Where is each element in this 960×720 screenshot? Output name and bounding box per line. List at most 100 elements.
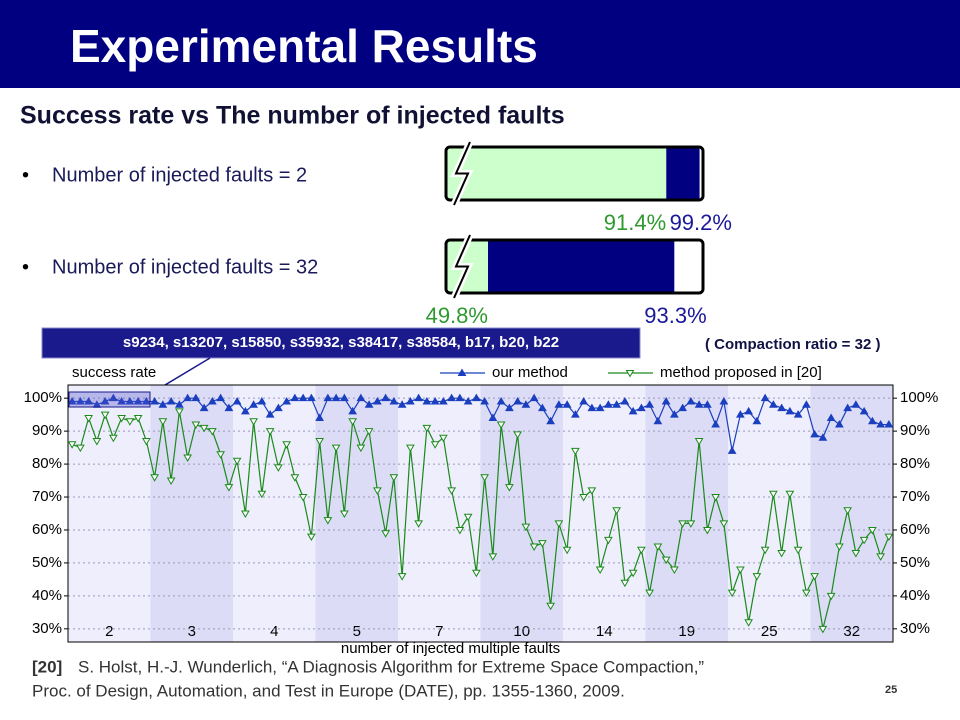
- point-marker: [793, 546, 803, 555]
- group-band: [563, 385, 646, 642]
- point-marker: [175, 400, 184, 408]
- point-marker: [604, 400, 613, 408]
- point-marker: [406, 396, 415, 405]
- point-marker: [323, 517, 333, 525]
- y2-tick-label: 70%: [900, 488, 930, 505]
- axis-break: [453, 141, 471, 206]
- point-marker: [84, 414, 93, 423]
- point-marker: [744, 406, 753, 415]
- point-marker: [645, 589, 654, 598]
- point-marker: [661, 556, 671, 565]
- ref-line: Proc. of Design, Automation, and Test in…: [32, 681, 625, 700]
- point-marker: [348, 418, 357, 426]
- point-marker: [84, 396, 93, 405]
- point-marker: [579, 494, 588, 502]
- point-marker: [835, 420, 844, 428]
- point-marker: [637, 403, 646, 412]
- y2-tick-label: 50%: [900, 554, 930, 571]
- point-marker: [381, 530, 390, 538]
- point-marker: [100, 396, 110, 405]
- point-marker: [430, 441, 440, 449]
- point-marker: [810, 429, 819, 438]
- point-marker: [191, 393, 201, 402]
- point-marker: [298, 494, 308, 502]
- point-marker: [802, 589, 811, 598]
- point-marker: [661, 396, 671, 405]
- point-marker: [100, 411, 110, 420]
- page-number: 25: [885, 684, 897, 696]
- point-marker: [653, 543, 663, 551]
- point-marker: [356, 393, 366, 402]
- point-marker: [142, 396, 151, 405]
- point-marker: [340, 393, 349, 402]
- point-marker: [571, 410, 580, 418]
- callout-text: s9234, s13207, s15850, s35932, s38417, s…: [123, 334, 559, 351]
- point-marker: [711, 420, 720, 428]
- point-marker: [711, 494, 720, 502]
- x-group-label: 5: [353, 623, 361, 640]
- point-marker: [158, 418, 168, 426]
- value-label: 49.8%: [426, 303, 488, 328]
- point-marker: [769, 400, 778, 408]
- point-marker: [472, 393, 481, 402]
- point-marker: [587, 403, 597, 412]
- slide-title: Experimental Results: [70, 20, 538, 72]
- point-marker: [703, 526, 712, 535]
- point-marker: [455, 393, 465, 402]
- point-marker: [208, 396, 217, 405]
- bullet: Number of injected faults = 2: [52, 164, 307, 186]
- point-marker: [373, 487, 382, 495]
- point-marker: [480, 474, 489, 482]
- point-marker: [727, 589, 737, 598]
- point-marker: [513, 431, 522, 439]
- point-marker: [422, 396, 432, 405]
- point-marker: [257, 396, 267, 405]
- point-marker: [274, 464, 283, 472]
- point-marker: [727, 446, 737, 454]
- bar-segment: [446, 147, 667, 200]
- point-marker: [290, 393, 300, 402]
- point-marker: [439, 434, 448, 443]
- point-marker: [150, 396, 159, 405]
- point-marker: [125, 396, 135, 405]
- y-tick-label: 80%: [32, 455, 62, 472]
- group-band: [810, 385, 893, 642]
- point-marker: [232, 457, 242, 466]
- point-marker: [793, 410, 803, 418]
- legend-label: method proposed in [20]: [660, 364, 822, 381]
- y2-tick-label: 90%: [900, 422, 930, 439]
- bullet: Number of injected faults = 32: [52, 256, 318, 278]
- point-marker: [307, 533, 316, 542]
- point-marker: [216, 451, 225, 459]
- point-marker: [670, 410, 679, 418]
- group-band: [398, 385, 481, 642]
- y-tick-label: 100%: [24, 389, 62, 406]
- point-marker: [760, 546, 770, 555]
- point-marker: [810, 573, 819, 581]
- point-marker: [397, 400, 407, 408]
- point-marker: [694, 400, 704, 408]
- point-marker: [785, 406, 795, 415]
- point-marker: [199, 424, 209, 433]
- compaction-note: ( Compaction ratio = 32 ): [705, 336, 880, 353]
- value-label: 91.4%: [604, 210, 666, 235]
- point-marker: [628, 569, 638, 578]
- point-marker: [637, 546, 646, 555]
- point-marker: [67, 396, 77, 405]
- point-marker: [587, 487, 597, 495]
- point-marker: [414, 520, 423, 528]
- series-line: [71, 411, 890, 629]
- point-marker: [381, 393, 390, 402]
- point-marker: [678, 520, 687, 528]
- x-axis-title: number of injected multiple faults: [341, 640, 560, 657]
- point-marker: [513, 396, 522, 405]
- point-marker: [265, 410, 275, 418]
- point-marker: [249, 418, 258, 426]
- x-group-label: 32: [843, 623, 860, 640]
- point-marker: [538, 540, 547, 548]
- value-label: 99.2%: [670, 210, 732, 235]
- point-marker: [109, 393, 118, 402]
- point-marker: [331, 444, 341, 453]
- point-marker: [455, 526, 465, 535]
- point-marker: [117, 414, 126, 423]
